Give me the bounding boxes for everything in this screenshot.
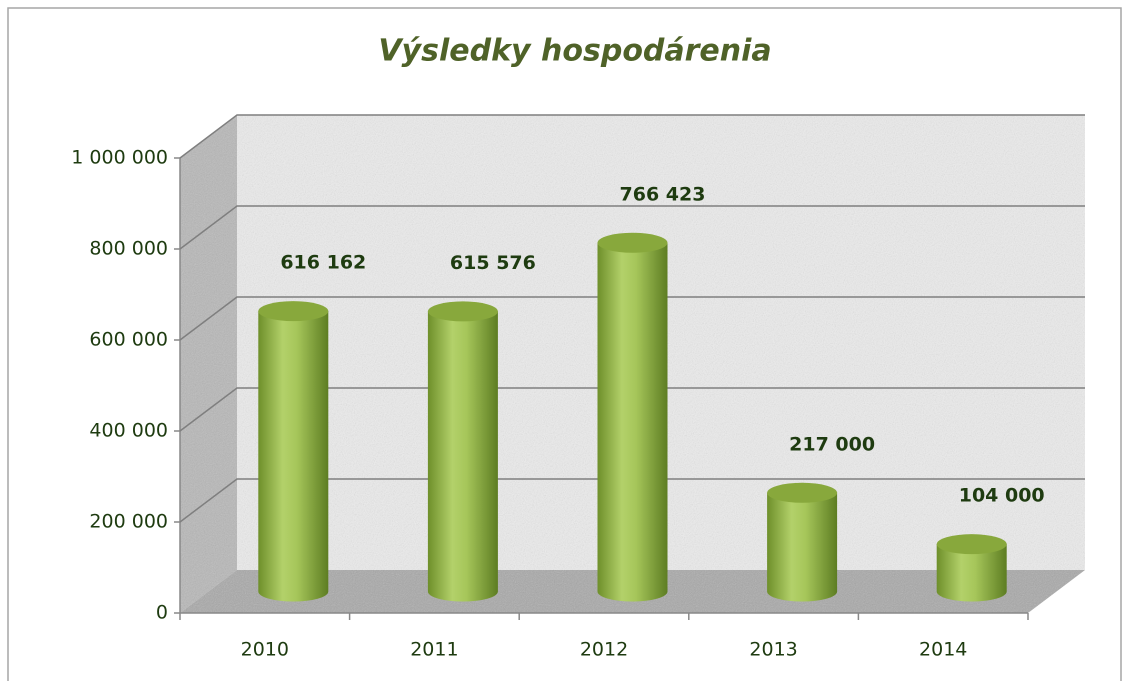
side-wall xyxy=(180,115,237,613)
value-label: 615 576 xyxy=(450,252,536,274)
x-tick-label: 2012 xyxy=(580,639,628,661)
y-tick-label: 0 xyxy=(156,602,168,624)
bar xyxy=(936,534,1007,602)
value-label: 104 000 xyxy=(959,485,1045,507)
y-tick-label: 1 000 000 xyxy=(71,147,168,169)
grid-line xyxy=(179,478,1085,523)
value-label: 766 423 xyxy=(620,183,706,205)
grid-line xyxy=(179,205,1085,250)
value-label: 217 000 xyxy=(789,433,875,455)
y-tick-label: 600 000 xyxy=(89,329,168,351)
grid-line xyxy=(179,387,1085,432)
x-tick-label: 2013 xyxy=(749,639,797,661)
x-tick-label: 2010 xyxy=(241,639,289,661)
bar-top xyxy=(597,232,668,253)
bar-top xyxy=(767,482,838,503)
y-tick-label: 800 000 xyxy=(89,238,168,260)
bar xyxy=(427,301,498,602)
grid-line xyxy=(179,296,1085,341)
chart-title: Výsledky hospodárenia xyxy=(378,34,771,69)
value-label: 616 162 xyxy=(280,252,366,274)
bar-body xyxy=(427,311,498,602)
x-tick-label: 2011 xyxy=(410,639,458,661)
bar-body xyxy=(597,242,668,602)
bar-body xyxy=(258,311,329,602)
y-tick-label: 200 000 xyxy=(89,511,168,533)
bar xyxy=(258,301,329,602)
y-tick-label: 400 000 xyxy=(89,420,168,442)
bar-top xyxy=(936,534,1007,555)
bar xyxy=(767,482,838,602)
bar-top xyxy=(258,301,329,322)
grid-line xyxy=(179,114,1085,159)
bar-body xyxy=(767,492,838,602)
x-tick-label: 2014 xyxy=(919,639,967,661)
bar-top xyxy=(427,301,498,322)
bar-body xyxy=(936,544,1007,602)
bar xyxy=(597,232,668,602)
